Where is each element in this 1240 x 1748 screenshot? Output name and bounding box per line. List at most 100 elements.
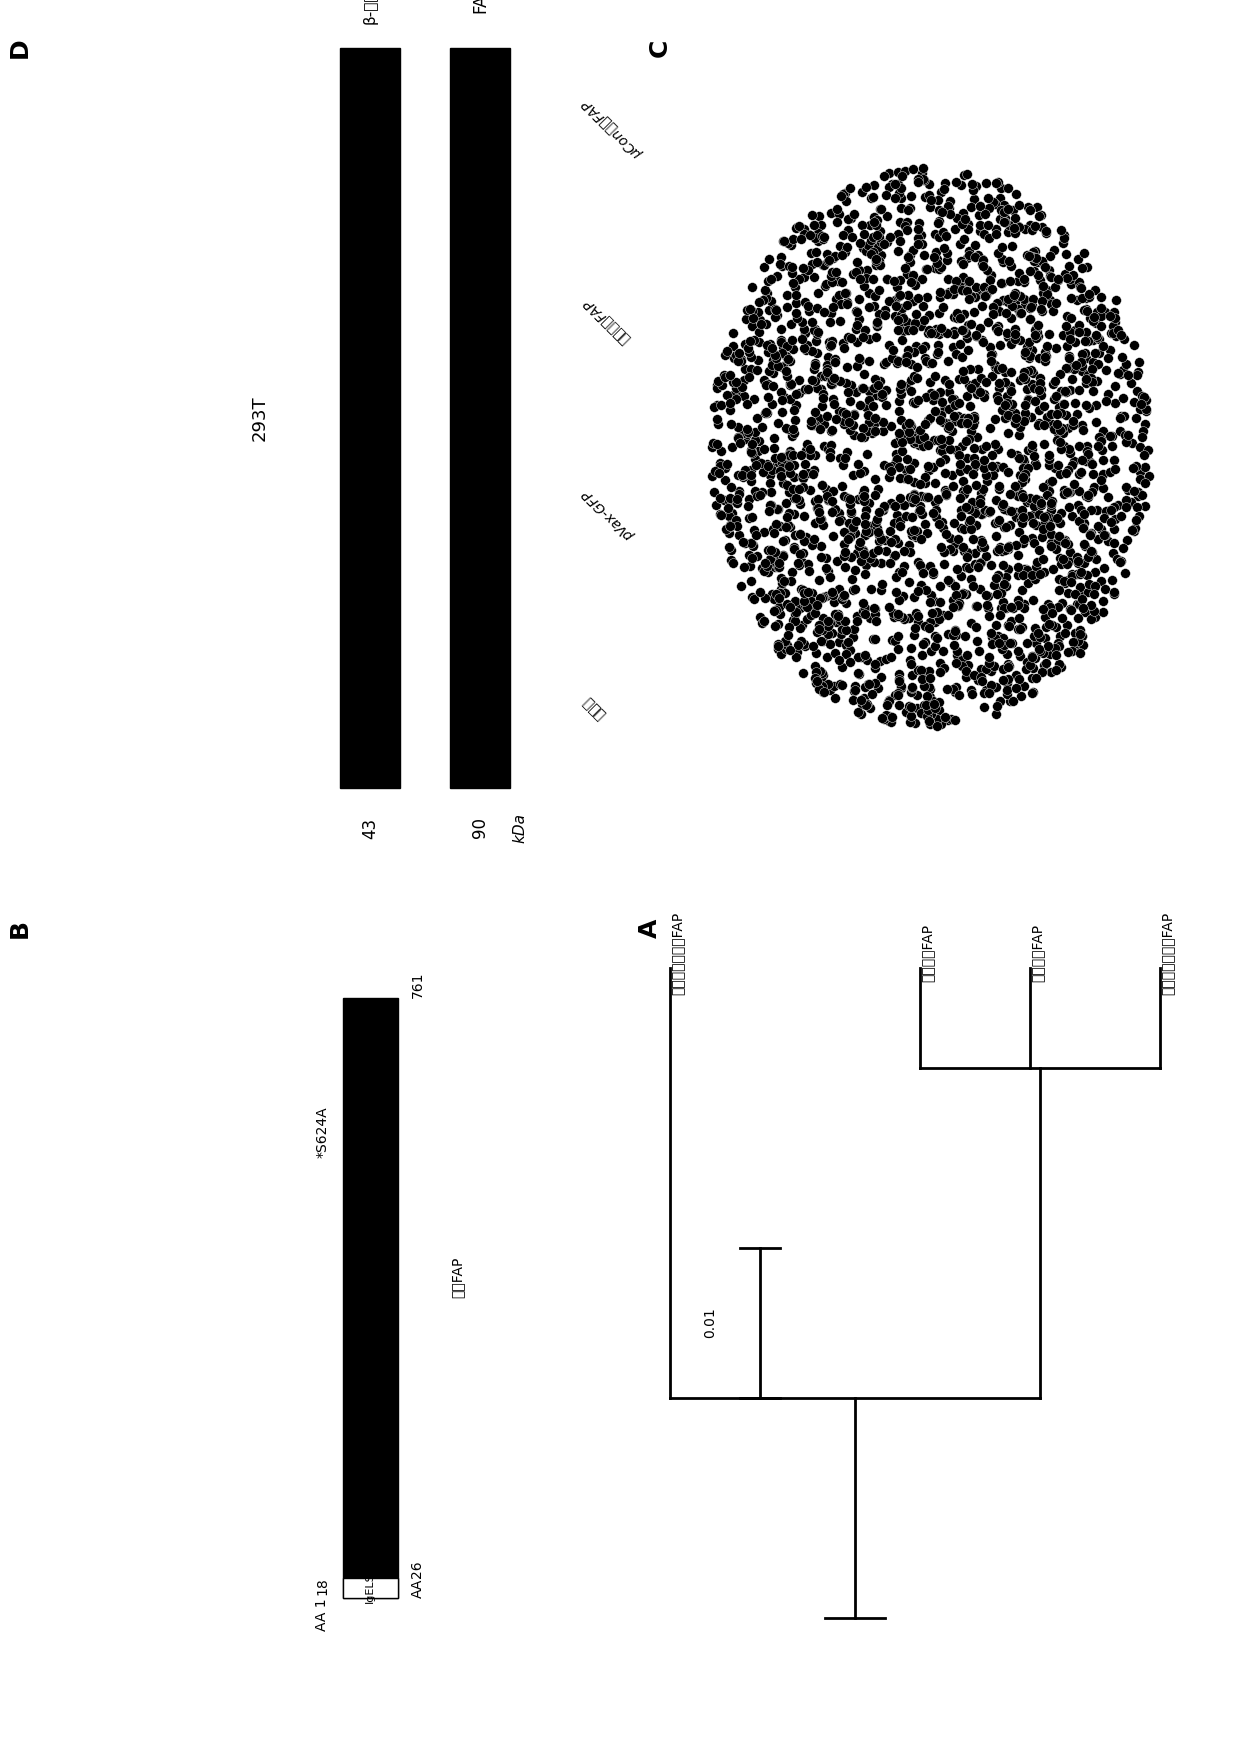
Point — [870, 196, 890, 224]
Point — [944, 274, 963, 302]
Point — [833, 582, 853, 610]
Point — [894, 605, 914, 633]
Point — [951, 514, 971, 542]
Point — [717, 381, 737, 409]
Point — [1033, 545, 1053, 573]
Point — [961, 374, 981, 402]
Point — [935, 703, 955, 731]
Point — [966, 273, 986, 301]
Point — [931, 253, 951, 281]
Point — [1018, 192, 1038, 220]
Point — [998, 218, 1018, 246]
Point — [975, 496, 994, 524]
Point — [854, 482, 874, 510]
Point — [749, 449, 769, 477]
Text: pVax-GFP: pVax-GFP — [580, 486, 637, 544]
Point — [966, 173, 986, 201]
Point — [931, 178, 951, 206]
Point — [831, 290, 851, 318]
Point — [1028, 411, 1048, 439]
Point — [791, 575, 811, 603]
Point — [988, 239, 1008, 267]
Point — [1039, 477, 1059, 505]
Text: 合成的共有小鼠FAP: 合成的共有小鼠FAP — [670, 911, 684, 995]
Point — [930, 378, 950, 406]
Point — [978, 184, 998, 212]
Point — [1035, 343, 1055, 371]
Point — [929, 255, 949, 283]
Point — [981, 346, 1001, 374]
Point — [954, 533, 973, 561]
Point — [815, 297, 835, 325]
Point — [1032, 488, 1052, 516]
Point — [892, 194, 911, 222]
Point — [820, 308, 839, 336]
Point — [820, 362, 839, 390]
Point — [1097, 528, 1117, 556]
Point — [854, 521, 874, 549]
Point — [1089, 423, 1109, 451]
Point — [926, 315, 946, 343]
Point — [957, 159, 977, 187]
Point — [808, 280, 828, 308]
Text: IgELS: IgELS — [365, 1573, 374, 1603]
Point — [1027, 552, 1047, 580]
Point — [1014, 591, 1034, 619]
Text: C: C — [649, 38, 672, 58]
Point — [832, 582, 852, 610]
Point — [797, 605, 817, 633]
Point — [847, 603, 867, 631]
Point — [925, 427, 945, 454]
Point — [928, 598, 947, 626]
Point — [1060, 596, 1080, 624]
Point — [848, 643, 868, 671]
Point — [957, 409, 977, 437]
Point — [801, 239, 821, 267]
Point — [1019, 306, 1039, 334]
Point — [832, 586, 852, 614]
Point — [1030, 374, 1050, 402]
Point — [844, 421, 864, 449]
Point — [903, 521, 923, 549]
Point — [1105, 580, 1125, 608]
Point — [867, 505, 887, 533]
Point — [929, 337, 949, 365]
Point — [1016, 290, 1035, 318]
Point — [973, 246, 993, 274]
Point — [825, 495, 844, 523]
Point — [733, 461, 753, 489]
Point — [932, 198, 952, 225]
Point — [991, 533, 1011, 561]
Point — [882, 489, 901, 517]
Text: 43: 43 — [361, 818, 379, 839]
Point — [832, 241, 852, 269]
Point — [960, 425, 980, 453]
Point — [1028, 311, 1048, 339]
Point — [828, 498, 848, 526]
Point — [1079, 362, 1099, 390]
Point — [1058, 264, 1078, 292]
Point — [719, 488, 739, 516]
Point — [866, 283, 885, 311]
Point — [957, 444, 977, 472]
Point — [1006, 180, 1025, 208]
Point — [869, 276, 889, 304]
Point — [908, 608, 928, 636]
Point — [883, 600, 903, 628]
Point — [1016, 365, 1035, 393]
Point — [792, 308, 812, 336]
Point — [908, 680, 928, 708]
Point — [853, 537, 873, 565]
Point — [744, 516, 764, 544]
Point — [826, 608, 846, 636]
Point — [910, 470, 930, 498]
Point — [1095, 575, 1115, 603]
Point — [1080, 304, 1100, 332]
Point — [906, 523, 926, 551]
Point — [895, 343, 915, 371]
Point — [879, 330, 899, 358]
Point — [1110, 418, 1130, 446]
Point — [919, 453, 939, 481]
Point — [903, 673, 923, 701]
Point — [753, 477, 773, 505]
